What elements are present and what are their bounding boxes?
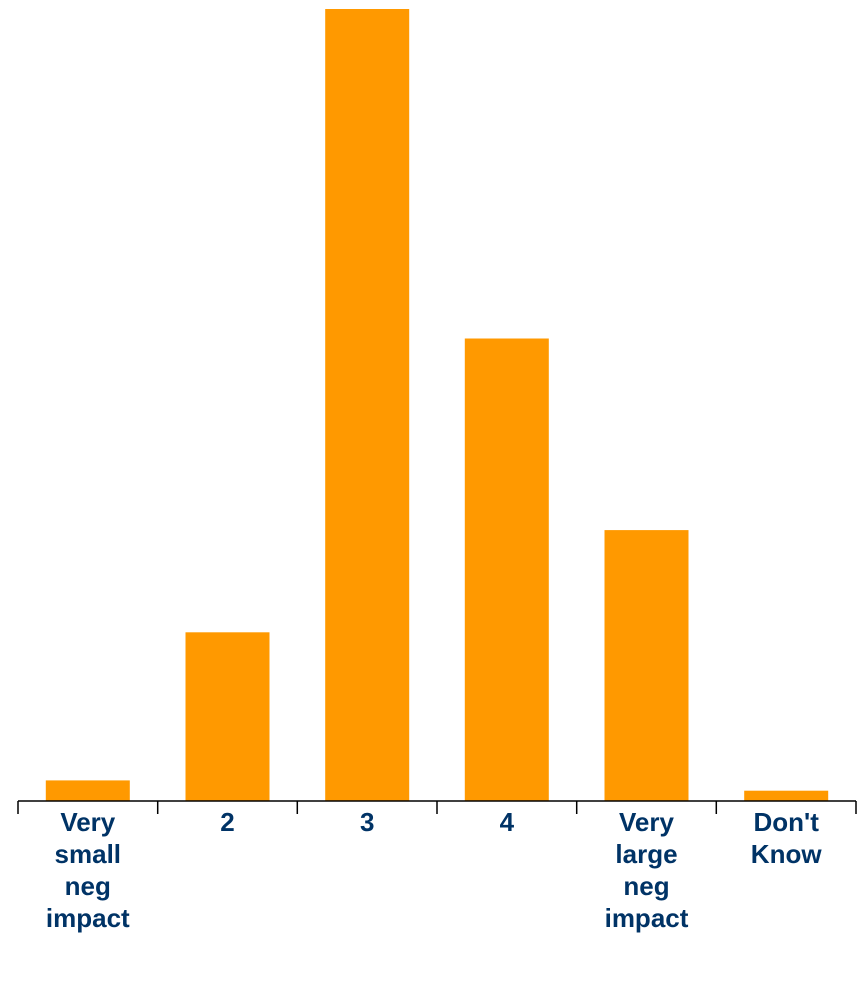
bar-5: [744, 790, 829, 801]
category-label-5: Don't Know: [750, 807, 822, 869]
bar-1: [185, 632, 270, 801]
bar-3: [464, 338, 549, 801]
category-label-0: Very small neg impact: [45, 807, 130, 933]
category-label-1: 2: [220, 807, 235, 837]
category-label-4: Very large neg impact: [604, 807, 689, 933]
bar-0: [45, 780, 130, 801]
category-label-2: 3: [359, 807, 375, 837]
bar-2: [325, 9, 410, 801]
bar-4: [604, 530, 689, 801]
category-label-3: 4: [499, 807, 515, 837]
